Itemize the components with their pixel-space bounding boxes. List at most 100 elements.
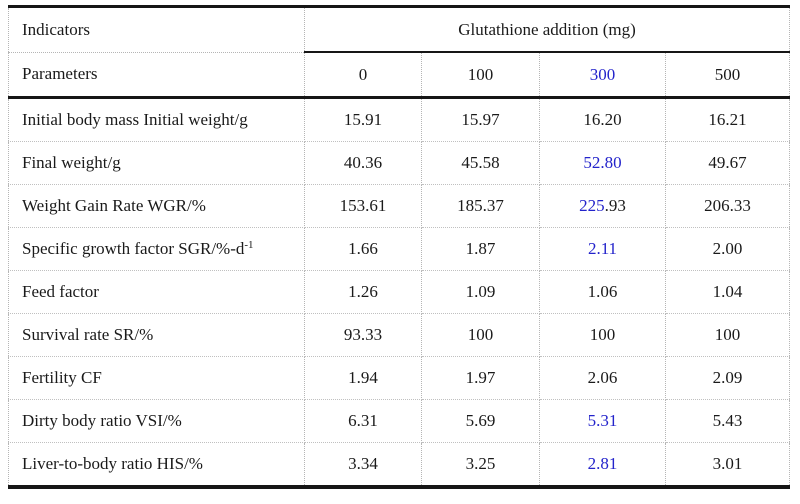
value-cell: 100	[421, 313, 540, 357]
cell-text: Final weight/g	[22, 153, 121, 172]
dose-header-cell: 100	[421, 52, 540, 99]
dose-header-cell: 0	[304, 52, 422, 99]
value-cell: 5.43	[665, 399, 790, 443]
cell-text: 5.69	[465, 411, 496, 430]
cell-text: -1	[244, 239, 254, 251]
cell-text: 2.09	[712, 368, 743, 387]
cell-text: 3.34	[348, 454, 378, 473]
cell-text: Liver-to-body ratio HIS/%	[22, 454, 203, 473]
cell-text: 16.20	[583, 110, 622, 129]
value-cell: 2.11	[539, 227, 666, 271]
cell-text: 1.94	[348, 368, 378, 387]
value-cell: 2.06	[539, 356, 666, 400]
table-row: Specific growth factor SGR/%-d-1 1.66 1.87…	[8, 227, 790, 271]
parameters-header-cell: Parameters	[8, 52, 305, 99]
cell-text: 2.81	[587, 454, 618, 473]
cell-text: Dirty body ratio VSI/%	[22, 411, 182, 430]
cell-text: 1.09	[465, 282, 496, 301]
cell-text: 1.06	[587, 282, 618, 301]
cell-text: 153.61	[339, 196, 387, 215]
cell-text: 1.66	[348, 239, 378, 258]
cell-text: 500	[714, 64, 741, 84]
cell-text: 5.31	[587, 411, 618, 430]
cell-text: 15.91	[343, 110, 383, 129]
row-label-cell: Dirty body ratio VSI/%	[8, 399, 305, 443]
table-row: Fertility CF 1.94 1.97 2.06 2.09	[8, 356, 790, 400]
cell-text: 52.80	[583, 153, 622, 172]
glutathione-addition-table: Indicators Glutathione addition (mg) Par…	[8, 5, 791, 489]
value-cell: 5.69	[421, 399, 540, 443]
cell-text: 1.04	[712, 282, 743, 301]
cell-text: 15.97	[461, 110, 500, 129]
dose-header-cell: 300	[539, 52, 666, 99]
row-label-cell: Initial body mass Initial weight/g	[8, 97, 305, 142]
value-cell: 1.87	[421, 227, 540, 271]
cell-text: Survival rate SR/%	[22, 325, 154, 344]
header-row-parameters: Parameters 0 100 300 500	[8, 52, 790, 99]
row-label-cell: Specific growth factor SGR/%-d-1	[8, 227, 305, 271]
group-header-cell: Glutathione addition (mg)	[304, 6, 790, 53]
cell-text: 100	[714, 325, 741, 344]
row-label-cell: Feed factor	[8, 270, 305, 314]
row-label-cell: Liver-to-body ratio HIS/%	[8, 442, 305, 487]
row-label-cell: Fertility CF	[8, 356, 305, 400]
value-cell: 185.37	[421, 184, 540, 228]
cell-text: Fertility CF	[22, 368, 102, 387]
value-cell: 52.80	[539, 141, 666, 185]
cell-text: 40.36	[343, 153, 383, 172]
value-cell: 206.33	[665, 184, 790, 228]
cell-text: 45.58	[461, 153, 500, 172]
value-cell: 5.31	[539, 399, 666, 443]
cell-text: 3.01	[712, 454, 743, 473]
cell-text: 1.26	[348, 282, 378, 301]
table-row: Dirty body ratio VSI/% 6.31 5.69 5.31 5.43	[8, 399, 790, 443]
value-cell: 3.01	[666, 443, 790, 488]
cell-text: 300	[589, 64, 616, 84]
cell-text: 6.31	[348, 411, 378, 430]
value-cell: 3.34	[304, 442, 422, 487]
value-cell: 93.33	[304, 313, 422, 357]
value-cell: 6.31	[304, 399, 422, 443]
value-cell: 1.26	[304, 270, 422, 314]
cell-text: Specific growth factor SGR/%-d	[22, 239, 245, 258]
cell-text: 2.11	[587, 239, 618, 258]
cell-text: 100	[467, 325, 494, 344]
value-cell: 45.58	[421, 141, 540, 185]
indicators-header-cell: Indicators	[8, 6, 305, 53]
value-cell: 1.06	[539, 270, 666, 314]
cell-text: 100	[589, 325, 616, 344]
cell-text: 1.87	[465, 239, 496, 258]
cell-text: 185.37	[457, 196, 504, 215]
value-cell: 16.20	[539, 97, 666, 142]
cell-text: Feed factor	[22, 282, 99, 301]
dose-header-cell: 500	[665, 52, 790, 99]
table-row: Final weight/g 40.36 45.58 52.80 49.67	[8, 141, 790, 185]
value-cell: 3.25	[421, 442, 540, 487]
value-cell: 49.67	[665, 141, 790, 185]
value-cell: 2.09	[665, 356, 790, 400]
row-label-cell: Weight Gain Rate WGR/%	[8, 184, 305, 228]
cell-text: 3.25	[465, 454, 496, 473]
value-cell: 15.97	[421, 97, 540, 142]
cell-text: 2.00	[712, 239, 743, 258]
value-cell: 15.91	[304, 97, 422, 142]
row-label-cell: Survival rate SR/%	[8, 313, 305, 357]
cell-text: 5.43	[712, 411, 743, 430]
table-row: Feed factor 1.26 1.09 1.06 1.04	[8, 270, 790, 314]
value-cell: 2.81	[539, 442, 666, 487]
value-cell: 1.09	[421, 270, 540, 314]
table-row: Initial body mass Initial weight/g 15.91 1…	[8, 97, 790, 142]
value-cell: 1.66	[304, 227, 422, 271]
cell-text: .93	[604, 196, 626, 215]
cell-text: 0	[358, 64, 368, 84]
cell-text: 93.33	[343, 325, 383, 344]
cell-text: 225	[579, 196, 605, 215]
glutathione-table-wrapper: Indicators Glutathione addition (mg) Par…	[8, 5, 791, 489]
cell-text: 49.67	[708, 153, 747, 172]
value-cell: 100	[665, 313, 790, 357]
value-cell: 1.04	[665, 270, 790, 314]
value-cell: 16.21	[665, 97, 790, 142]
cell-text: Initial body mass Initial weight/g	[22, 110, 248, 129]
value-cell: 2.00	[665, 227, 790, 271]
value-cell: 100	[539, 313, 666, 357]
